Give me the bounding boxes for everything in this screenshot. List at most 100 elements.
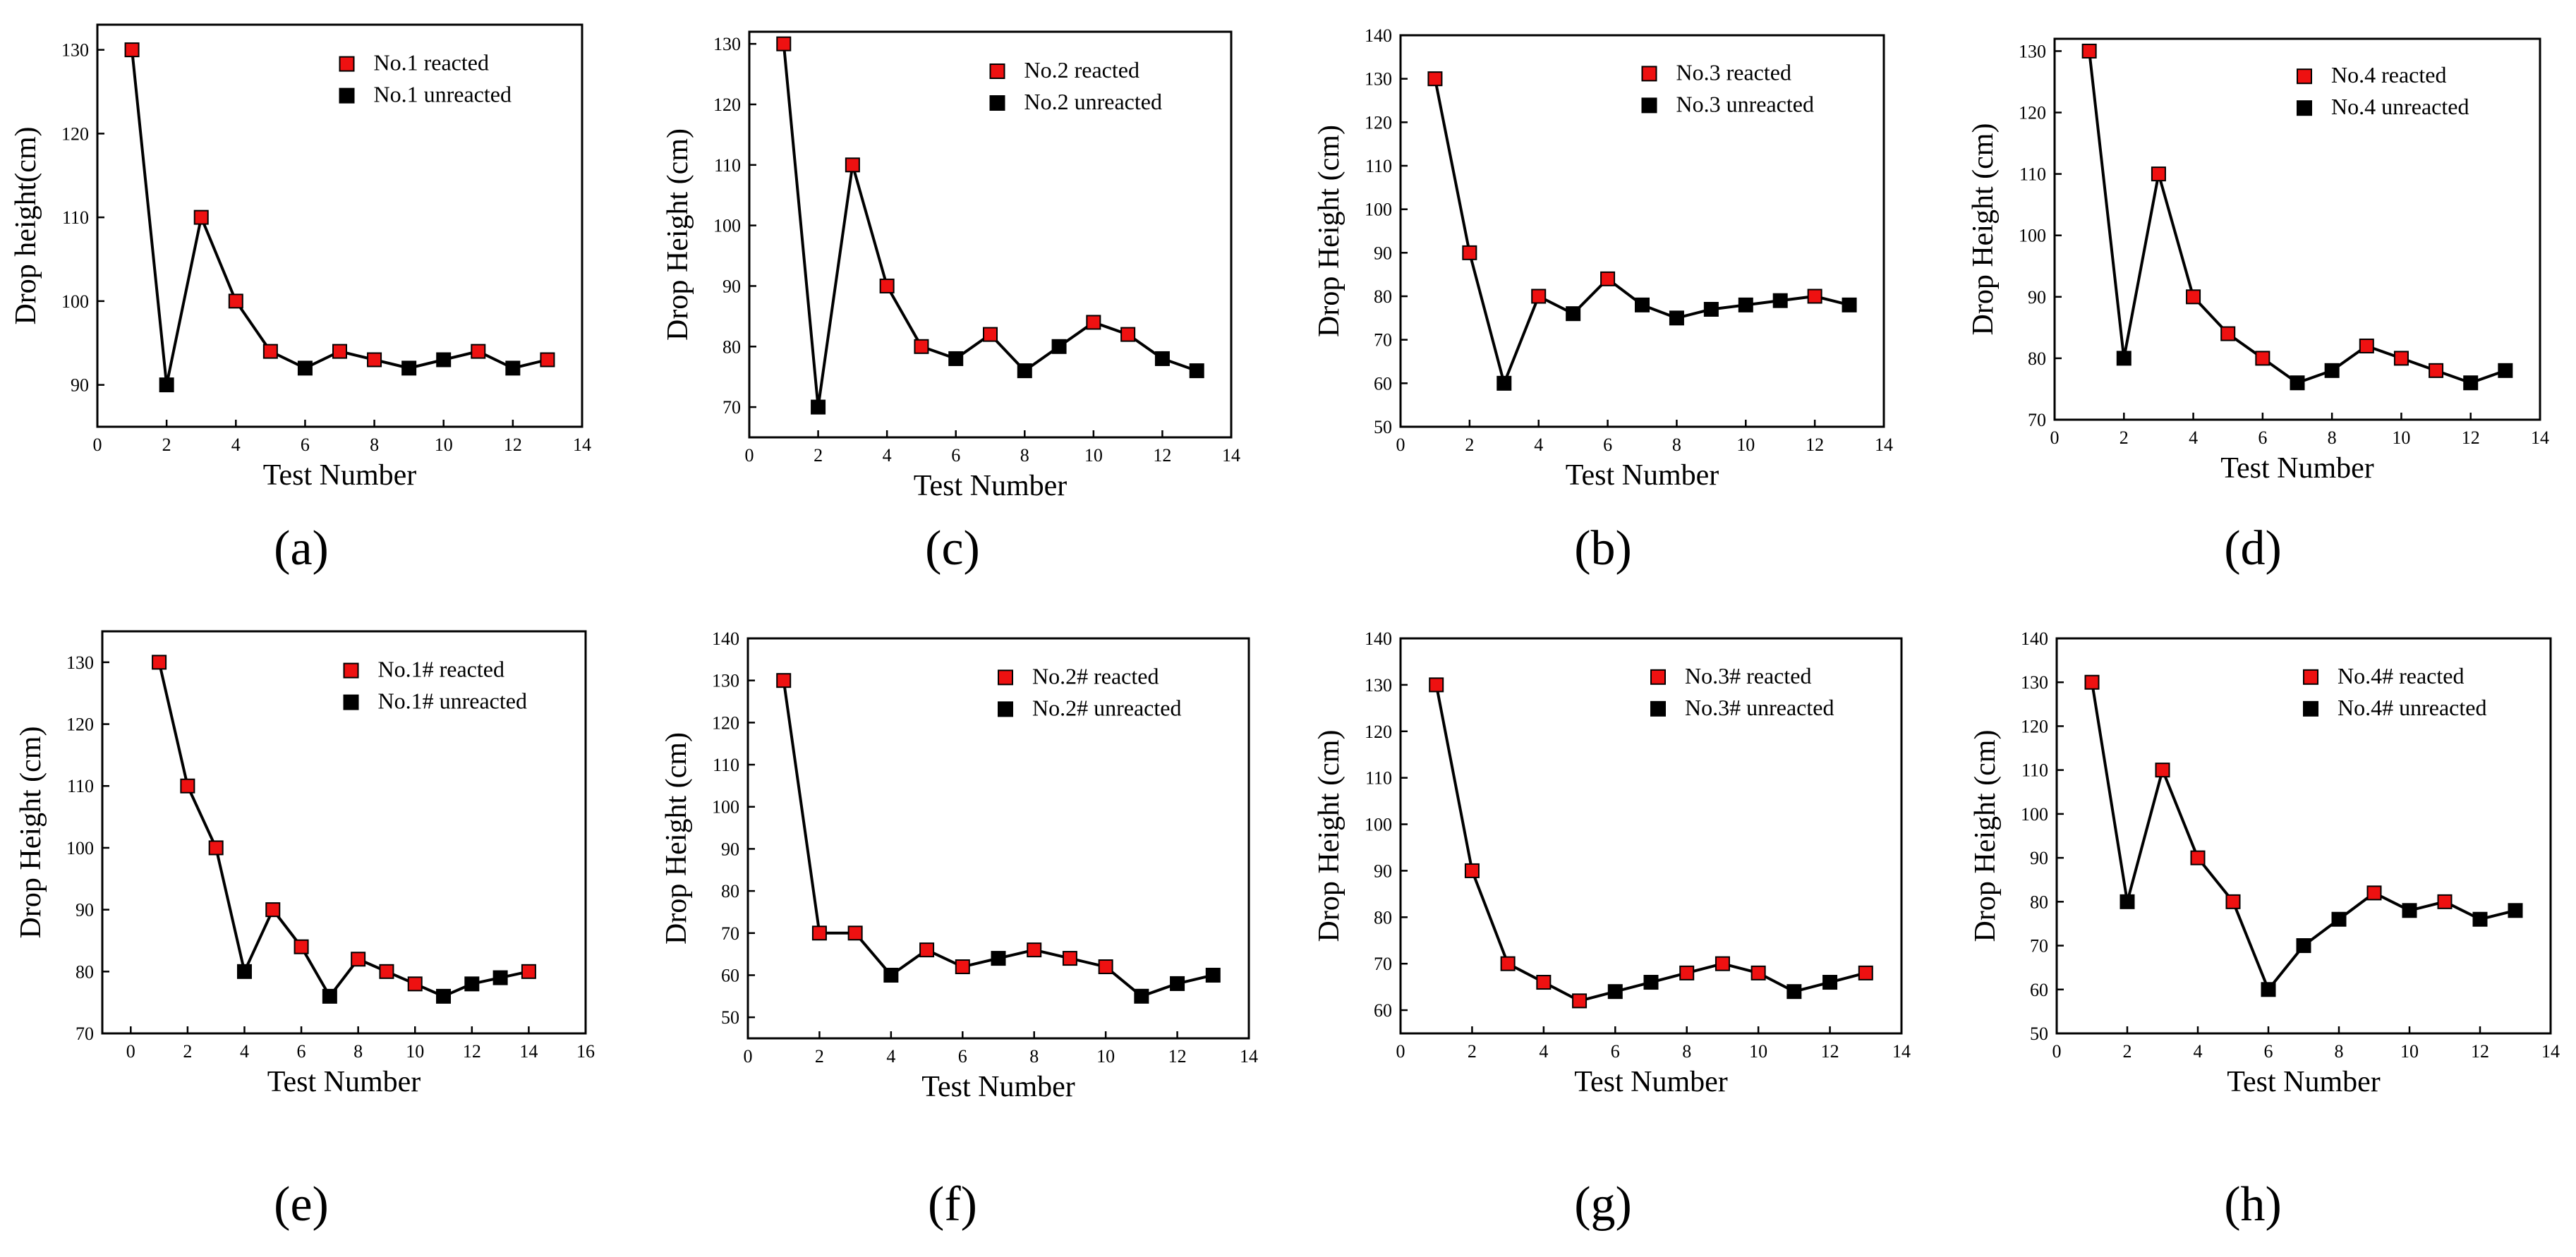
x-axis-title: Test Number xyxy=(2227,1066,2381,1098)
x-axis-title: Test Number xyxy=(267,1066,421,1098)
y-tick-label: 100 xyxy=(713,216,741,236)
y-tick-label: 110 xyxy=(2021,760,2048,781)
x-tick-label: 10 xyxy=(1749,1041,1767,1062)
reacted-point xyxy=(1086,315,1101,330)
x-tick-label: 0 xyxy=(745,445,754,466)
chart-panel-e: 0 2 4 6 8 10 12 14 16 70 80 90 100 110 120 130 Test Numb… xyxy=(15,630,595,1232)
reacted-point xyxy=(521,964,536,979)
unreacted-point xyxy=(1669,310,1684,326)
reacted-point xyxy=(379,964,394,979)
x-tick-label: 6 xyxy=(1611,1041,1620,1062)
y-tick-label: 70 xyxy=(721,923,739,944)
x-tick-label: 2 xyxy=(1468,1041,1477,1062)
legend: No.1 reacted No.1 unreacted xyxy=(339,50,512,107)
reacted-point xyxy=(2084,674,2100,690)
reacted-point xyxy=(845,157,860,173)
legend-unreacted-marker xyxy=(989,95,1005,111)
y-tick-label: 60 xyxy=(1374,373,1392,394)
y-axis-title: Drop height(cm) xyxy=(10,126,42,324)
reacted-point xyxy=(407,976,423,992)
x-tick-label: 12 xyxy=(463,1041,481,1062)
y-tick-label: 80 xyxy=(75,961,94,982)
x-tick-label: 6 xyxy=(297,1041,306,1062)
y-tick-label: 100 xyxy=(1365,815,1392,835)
legend: No.3# reacted No.3# unreacted xyxy=(1650,663,1834,720)
y-tick-label: 130 xyxy=(712,671,739,691)
unreacted-point xyxy=(1170,976,1185,991)
unreacted-point xyxy=(1643,975,1659,990)
unreacted-point xyxy=(1738,297,1753,312)
y-tick-label: 80 xyxy=(721,881,739,901)
x-tick-label: 0 xyxy=(2052,1041,2062,1062)
reacted-point xyxy=(2393,351,2409,366)
chart-panel-g: 0 2 4 6 8 10 12 14 60 70 80 90 100 110 120 130 140 Test N… xyxy=(1313,628,1911,1232)
reacted-point xyxy=(193,210,209,225)
x-tick-label: 4 xyxy=(1539,1041,1548,1062)
y-tick-label: 130 xyxy=(66,652,94,673)
unreacted-point xyxy=(2116,351,2131,366)
legend-unreacted-marker xyxy=(2297,100,2312,116)
x-tick-label: 10 xyxy=(1096,1046,1115,1067)
plot-frame xyxy=(1399,637,1903,1035)
reacted-point xyxy=(1098,959,1113,975)
x-tick-label: 16 xyxy=(576,1041,595,1062)
y-tick-label: 100 xyxy=(2021,804,2048,825)
legend-reacted-label: No.2 reacted xyxy=(1024,57,1139,83)
unreacted-point xyxy=(2261,982,2276,997)
y-tick-label: 120 xyxy=(61,123,89,144)
reacted-point xyxy=(152,655,167,670)
y-tick-label: 90 xyxy=(722,276,741,296)
reacted-point xyxy=(1715,956,1730,971)
y-tick-label: 120 xyxy=(1365,112,1392,133)
x-tick-label: 8 xyxy=(2328,427,2337,448)
reacted-point xyxy=(1600,271,1616,286)
chart-panel-f: 0 2 4 6 8 10 12 14 50 60 70 80 90 100 110 120 130 140 Test… xyxy=(660,628,1258,1232)
legend-unreacted-label: No.3 unreacted xyxy=(1676,91,1814,116)
y-tick-label: 70 xyxy=(1374,954,1392,974)
x-tick-label: 14 xyxy=(1892,1041,1911,1062)
unreacted-point xyxy=(464,976,480,992)
y-tick-label: 90 xyxy=(2028,287,2046,308)
x-tick-label: 0 xyxy=(744,1046,753,1067)
y-tick-label: 60 xyxy=(1374,1000,1392,1021)
y-tick-label: 60 xyxy=(721,965,739,985)
reacted-point xyxy=(294,939,309,954)
chart-panel-d: 0 2 4 6 8 10 12 14 70 80 90 100 110 120 130 Test Number… xyxy=(1967,37,2549,576)
reacted-point xyxy=(367,352,382,368)
panel-caption: (e) xyxy=(274,1177,329,1232)
legend-unreacted-label: No.4# unreacted xyxy=(2338,695,2486,720)
legend: No.4 reacted No.4 unreacted xyxy=(2297,62,2469,119)
reacted-point xyxy=(776,673,792,688)
legend-unreacted-marker xyxy=(1641,97,1657,114)
x-axis-title: Test Number xyxy=(914,470,1068,502)
x-tick-label: 4 xyxy=(240,1041,249,1062)
unreacted-point xyxy=(1154,351,1170,366)
reacted-point xyxy=(351,952,366,967)
y-axis-title: Drop Height (cm) xyxy=(15,727,47,939)
reacted-point xyxy=(262,344,278,359)
y-tick-label: 80 xyxy=(1374,907,1392,928)
y-tick-label: 50 xyxy=(1374,417,1392,437)
x-tick-label: 12 xyxy=(2462,427,2480,448)
x-tick-label: 14 xyxy=(2531,427,2549,448)
reacted-point xyxy=(124,42,140,58)
x-tick-label: 0 xyxy=(2050,427,2060,448)
reacted-point xyxy=(1500,956,1516,971)
unreacted-point xyxy=(1842,297,1857,312)
reacted-point xyxy=(208,840,224,856)
reacted-point xyxy=(2255,351,2270,366)
y-tick-label: 70 xyxy=(1374,330,1392,351)
x-tick-label: 10 xyxy=(2392,427,2410,448)
panel-caption: (h) xyxy=(2224,1177,2282,1232)
legend-reacted-marker xyxy=(2303,669,2318,685)
legend-reacted-marker xyxy=(1641,66,1657,82)
reacted-point xyxy=(2437,894,2453,909)
x-tick-label: 10 xyxy=(435,435,453,455)
x-tick-label: 0 xyxy=(126,1041,135,1062)
legend: No.4# reacted No.4# unreacted xyxy=(2303,663,2486,720)
legend-unreacted-label: No.3# unreacted xyxy=(1685,695,1834,720)
legend-reacted-marker xyxy=(343,662,359,679)
x-tick-label: 10 xyxy=(2400,1041,2419,1062)
reacted-point xyxy=(776,36,792,51)
y-tick-label: 110 xyxy=(1365,156,1392,176)
